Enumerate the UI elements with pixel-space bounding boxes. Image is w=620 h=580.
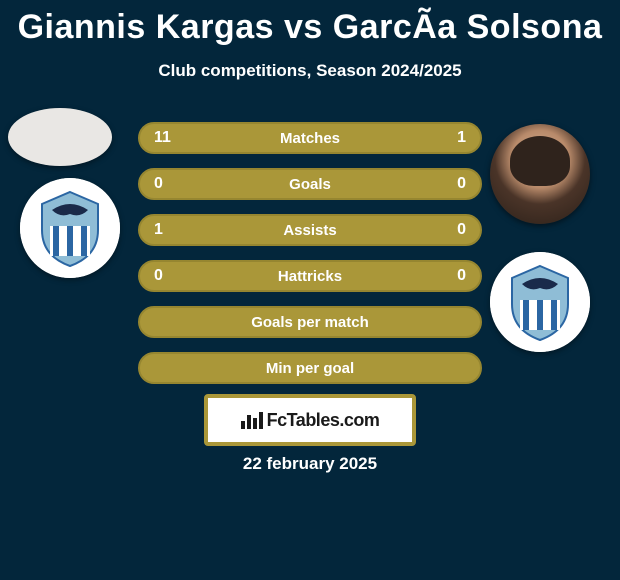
stat-label: Hattricks [278,268,342,285]
stat-right: 0 [457,221,466,239]
date-text: 22 february 2025 [0,454,620,474]
stat-right: 0 [457,175,466,193]
stat-label: Goals per match [251,314,369,331]
player-right-photo [490,124,590,224]
stats-block: 11 Matches 1 0 Goals 0 1 Assists 0 0 Hat… [138,122,482,398]
player-left-photo [8,108,112,166]
stat-right: 1 [457,129,466,147]
brand-badge[interactable]: FcTables.com [204,394,416,446]
stat-left: 0 [154,175,163,193]
stat-right: 0 [457,267,466,285]
club-crest-left [20,178,120,278]
stat-bar-min-per-goal: Min per goal [138,352,482,384]
club-crest-right [490,252,590,352]
bars-icon [241,411,263,429]
stat-left: 0 [154,267,163,285]
stat-bar-goals-per-match: Goals per match [138,306,482,338]
brand-text: FcTables.com [241,410,380,431]
stat-left: 11 [154,129,171,147]
stat-label: Min per goal [266,360,354,377]
stat-bar-goals: 0 Goals 0 [138,168,482,200]
stat-label: Goals [289,176,331,193]
stat-bar-hattricks: 0 Hattricks 0 [138,260,482,292]
stat-bar-assists: 1 Assists 0 [138,214,482,246]
page-title: Giannis Kargas vs GarcÃ­a Solsona [0,0,620,47]
stat-bar-matches: 11 Matches 1 [138,122,482,154]
stat-label: Assists [283,222,336,239]
subtitle: Club competitions, Season 2024/2025 [0,61,620,81]
stat-label: Matches [280,130,340,147]
brand-label: FcTables.com [267,410,380,431]
stat-left: 1 [154,221,163,239]
